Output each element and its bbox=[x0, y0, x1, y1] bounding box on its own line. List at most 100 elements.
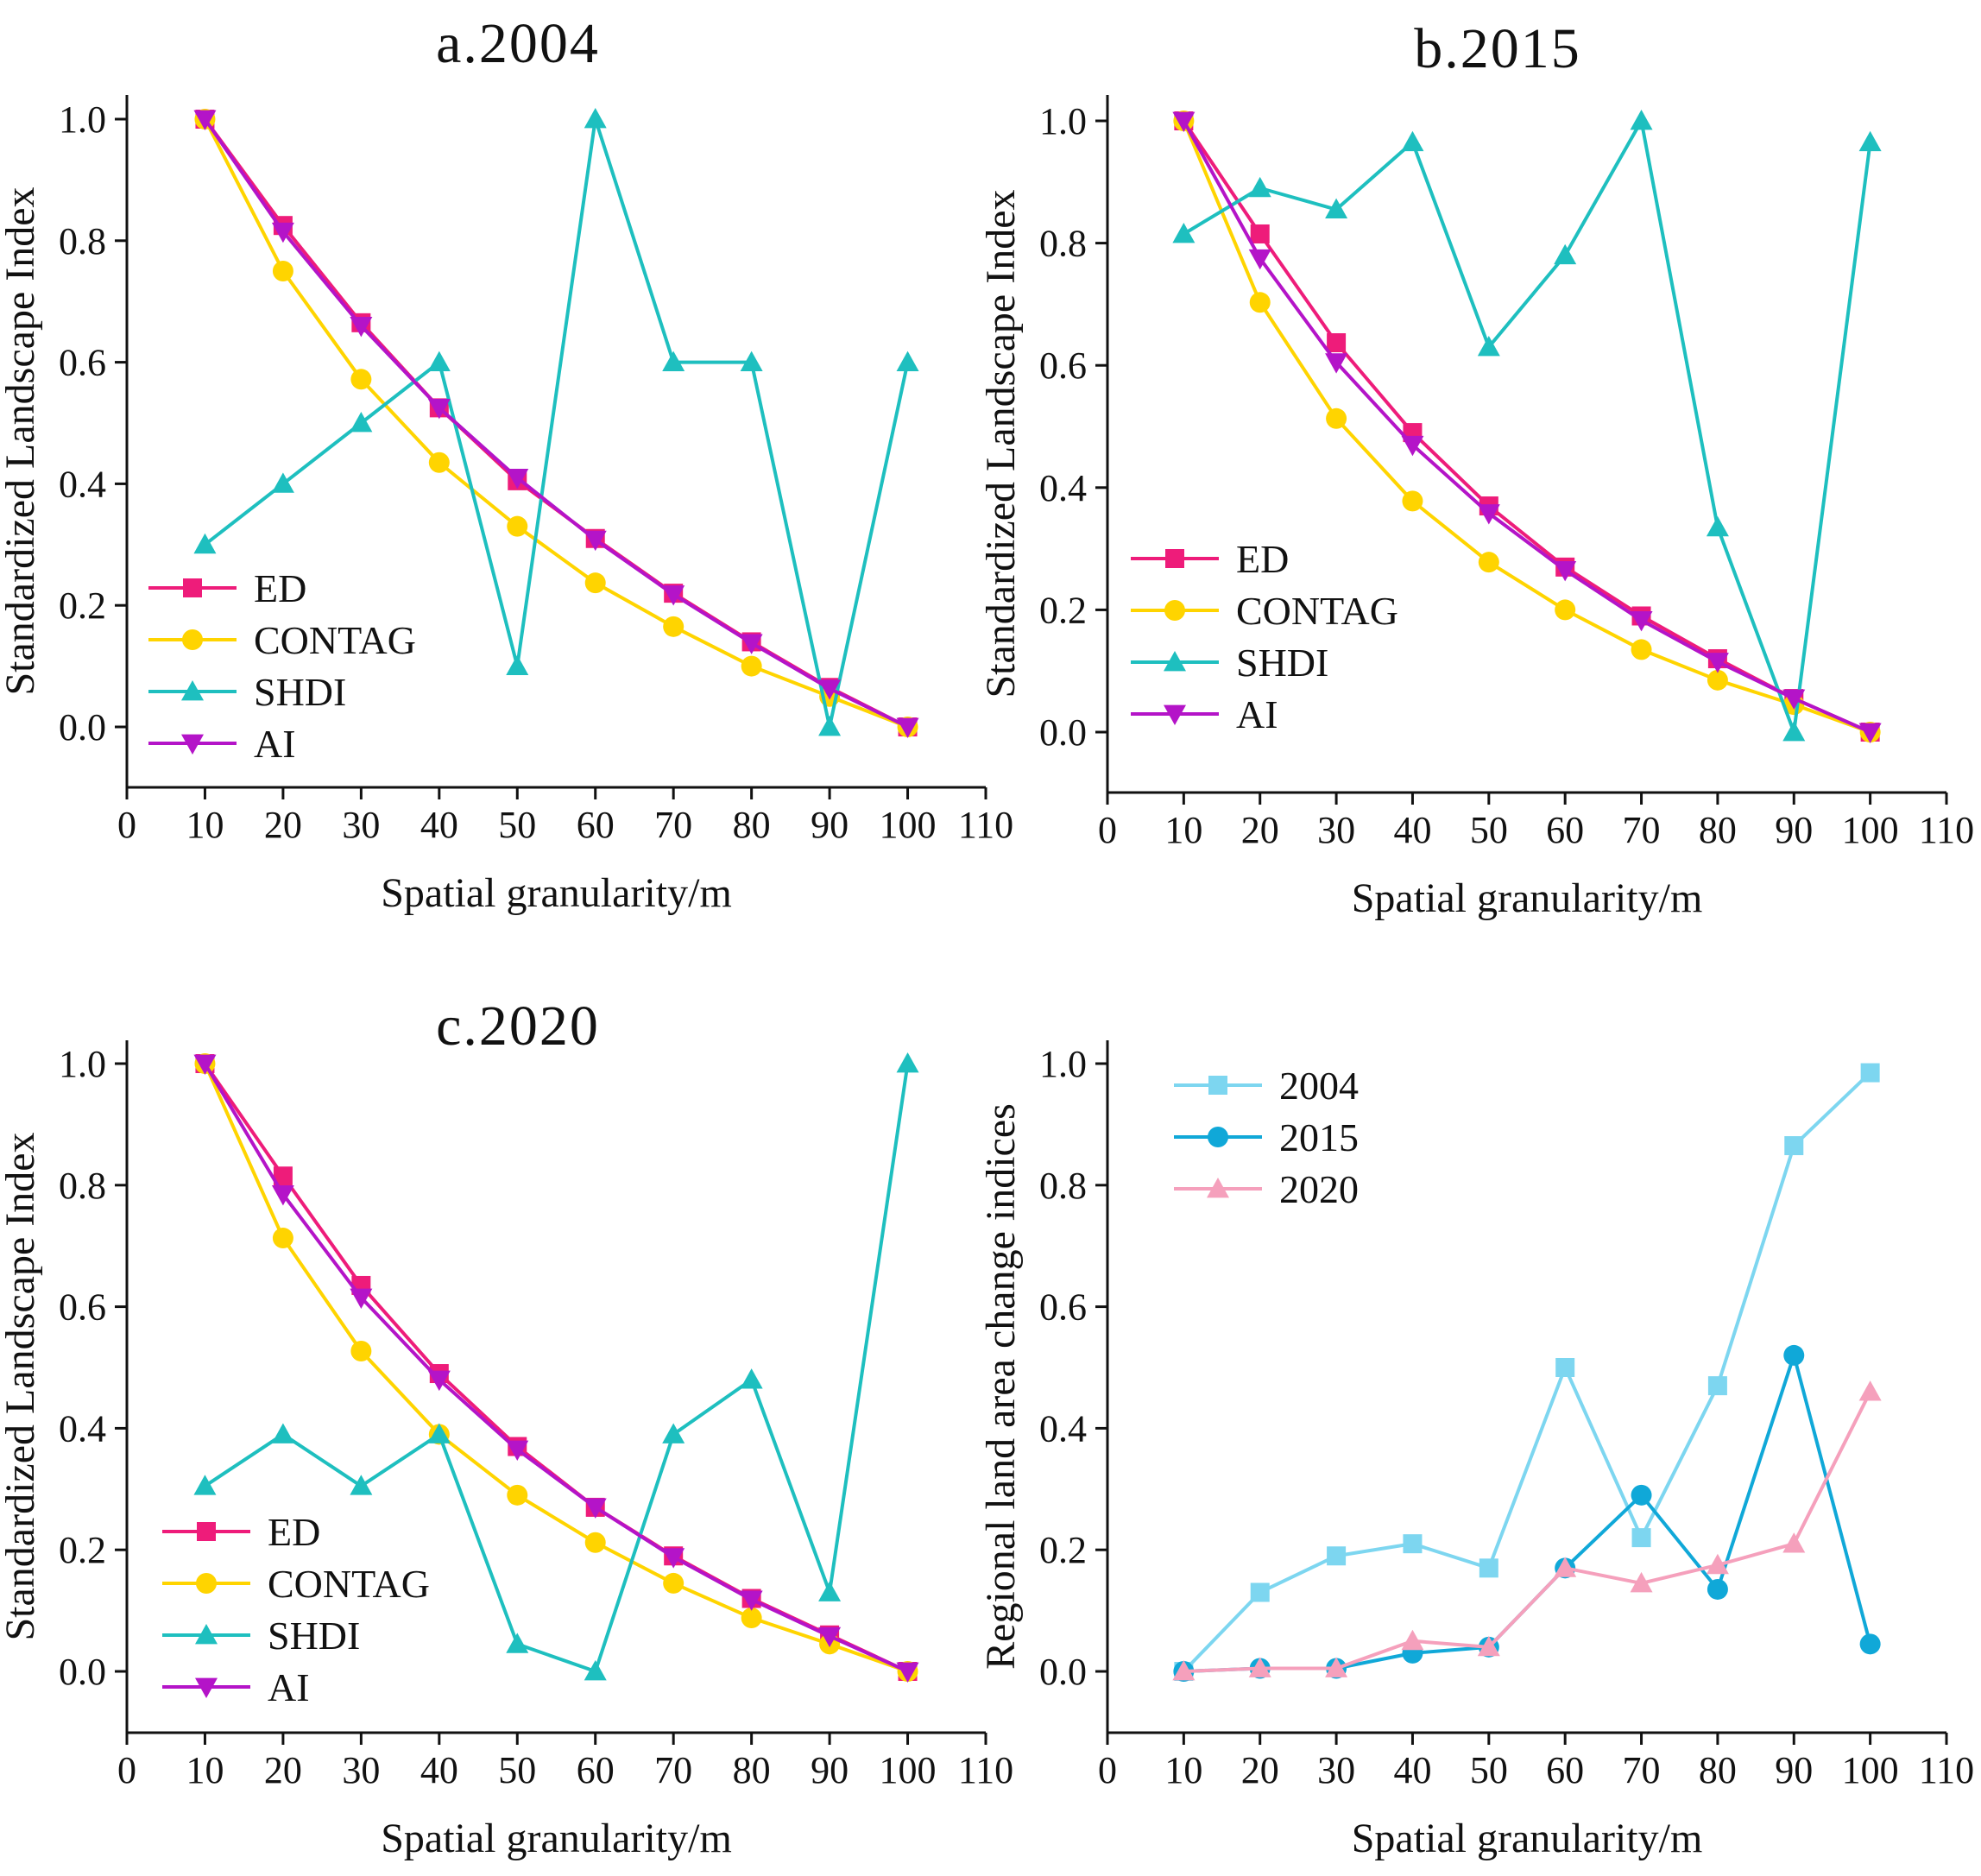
x-tick-label: 10 bbox=[1164, 809, 1202, 851]
x-tick-label: 100 bbox=[1842, 809, 1899, 851]
y-tick-label: 0.8 bbox=[59, 1165, 106, 1207]
data-point bbox=[271, 1184, 294, 1206]
legend-marker bbox=[182, 629, 203, 650]
data-point bbox=[1782, 721, 1806, 742]
data-point bbox=[1327, 1546, 1347, 1566]
x-tick-label: 10 bbox=[186, 1749, 224, 1791]
y-tick-label: 0.8 bbox=[1039, 1165, 1087, 1207]
data-point bbox=[1172, 1660, 1196, 1681]
data-point bbox=[428, 452, 450, 473]
legend-marker bbox=[1208, 1076, 1227, 1095]
y-axis-title: Regional land area change indices bbox=[978, 1103, 1024, 1670]
series-shdi bbox=[1172, 110, 1882, 742]
legend-label: ED bbox=[268, 1510, 320, 1554]
y-tick-label: 0.2 bbox=[59, 1529, 106, 1571]
x-tick-label: 30 bbox=[1317, 809, 1355, 851]
series-line bbox=[203, 1062, 909, 1673]
x-tick-label: 110 bbox=[958, 804, 1013, 846]
series-line bbox=[203, 117, 909, 729]
legend: ED CONTAG SHDI AI bbox=[148, 566, 416, 766]
data-point bbox=[584, 530, 607, 552]
legend-marker bbox=[1208, 1127, 1228, 1147]
series-line bbox=[1182, 120, 1871, 734]
x-tick-label: 100 bbox=[1842, 1749, 1899, 1791]
data-point bbox=[193, 533, 217, 554]
x-tick-label: 60 bbox=[1546, 809, 1584, 851]
data-point bbox=[350, 369, 372, 390]
y-tick-label: 0.0 bbox=[59, 706, 106, 749]
x-tick-label: 10 bbox=[1164, 1749, 1202, 1791]
data-point bbox=[1401, 1629, 1424, 1651]
data-point bbox=[818, 1626, 842, 1648]
x-tick-label: 110 bbox=[958, 1749, 1013, 1791]
series-line bbox=[204, 117, 910, 729]
data-point bbox=[663, 1572, 685, 1594]
y-tick-label: 0.4 bbox=[59, 463, 106, 505]
data-point bbox=[507, 1484, 528, 1506]
legend-marker bbox=[1164, 704, 1186, 725]
data-point bbox=[1327, 333, 1347, 353]
legend: 2004 2015 2020 bbox=[1174, 1064, 1359, 1211]
legend-label: 2015 bbox=[1279, 1115, 1359, 1159]
chart-title: a.2004 bbox=[436, 12, 600, 75]
y-tick-label: 0.8 bbox=[59, 220, 106, 262]
data-point bbox=[1707, 669, 1728, 691]
data-point bbox=[584, 1532, 606, 1553]
x-tick-label: 70 bbox=[654, 804, 692, 846]
x-tick-label: 30 bbox=[342, 804, 380, 846]
data-point bbox=[1325, 198, 1348, 219]
data-point bbox=[350, 316, 373, 338]
series-2020 bbox=[1172, 1380, 1882, 1681]
data-point bbox=[1554, 560, 1577, 582]
data-point bbox=[740, 1590, 763, 1611]
data-point bbox=[1250, 224, 1270, 243]
chart-title: b.2015 bbox=[1414, 17, 1581, 80]
data-point bbox=[271, 1423, 294, 1443]
data-point bbox=[1326, 407, 1347, 429]
x-tick-label: 90 bbox=[1775, 1749, 1813, 1791]
data-point bbox=[741, 655, 762, 677]
legend-marker bbox=[196, 1573, 217, 1594]
y-tick-label: 0.6 bbox=[1039, 344, 1087, 387]
x-tick-label: 90 bbox=[811, 1749, 849, 1791]
legend-marker bbox=[195, 1677, 218, 1698]
x-tick-label: 20 bbox=[264, 1749, 302, 1791]
x-tick-label: 70 bbox=[1623, 809, 1661, 851]
x-tick-label: 60 bbox=[577, 804, 615, 846]
x-tick-label: 80 bbox=[733, 804, 771, 846]
x-tick-label: 80 bbox=[1699, 1749, 1737, 1791]
legend-label: SHDI bbox=[254, 670, 346, 714]
data-point bbox=[193, 1054, 217, 1075]
data-point bbox=[818, 679, 842, 700]
series-ai bbox=[193, 110, 919, 738]
data-point bbox=[427, 1423, 451, 1443]
x-tick-label: 40 bbox=[420, 804, 458, 846]
data-point bbox=[896, 351, 919, 371]
data-point bbox=[427, 351, 451, 371]
y-axis-title: Standardized Landscape Index bbox=[0, 186, 43, 695]
x-tick-label: 100 bbox=[880, 804, 937, 846]
y-tick-label: 0.2 bbox=[1039, 1529, 1087, 1571]
data-point bbox=[1631, 1528, 1651, 1548]
data-point bbox=[193, 1475, 217, 1495]
chart-panel-1: 0.0 0.2 0.4 0.6 0.8 1.0 0 10 20 30 40 50 60 70 80 90 100… bbox=[0, 12, 1013, 916]
x-tick-label: 0 bbox=[1098, 1749, 1117, 1791]
x-tick-label: 50 bbox=[1470, 809, 1508, 851]
data-point bbox=[896, 717, 919, 738]
legend-marker bbox=[195, 1624, 218, 1645]
chart-title: c.2020 bbox=[436, 995, 600, 1058]
data-point bbox=[1248, 176, 1271, 198]
data-point bbox=[584, 1498, 607, 1519]
x-tick-label: 100 bbox=[880, 1749, 937, 1791]
data-point bbox=[1172, 111, 1196, 132]
x-tick-label: 20 bbox=[1241, 809, 1279, 851]
x-tick-label: 50 bbox=[498, 1749, 536, 1791]
data-point bbox=[1858, 1380, 1882, 1401]
series-line bbox=[1182, 1071, 1872, 1673]
y-tick-label: 0.2 bbox=[59, 584, 106, 627]
series-line bbox=[1183, 1353, 1872, 1673]
x-tick-label: 20 bbox=[264, 804, 302, 846]
x-axis-title: Spatial granularity/m bbox=[381, 870, 732, 916]
data-point bbox=[1554, 243, 1577, 265]
chart-panel-3: 0.0 0.2 0.4 0.6 0.8 1.0 0 10 20 30 40 50 60 70 80 90 100… bbox=[0, 995, 1013, 1861]
